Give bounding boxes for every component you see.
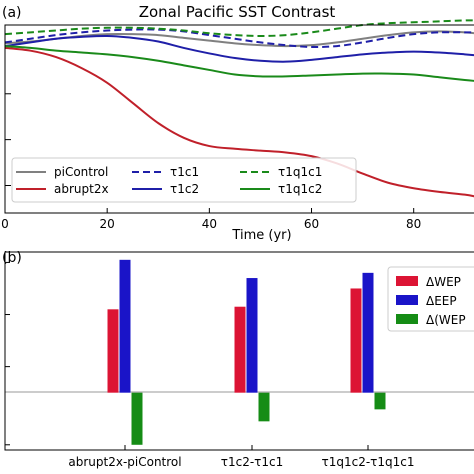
- legend-label-wep: Δ(WEP: [426, 313, 466, 327]
- panel-a-title: Zonal Pacific SST Contrast: [139, 3, 336, 21]
- panel-b-y-ticks: [5, 261, 10, 446]
- panel-b-bars: [107, 259, 386, 445]
- series-line-1q1c1: [4, 19, 474, 38]
- legend-label-1c2: τ1c2: [170, 182, 199, 196]
- panel-a-legend: piControl abrupt2x τ1c1 τ1c2 τ1q1c1 τ1q1c2: [11, 157, 357, 203]
- bar-wep-1q1c2-1q1c1: [374, 392, 386, 410]
- panel-b-x-ticks: abrupt2x-piControl τ1c2-τ1c1 τ1q1c2-τ1q1c1: [68, 445, 415, 469]
- x-tick-label: 80: [406, 217, 421, 231]
- panel-a-x-ticks: 0 20 40 60 80: [1, 208, 421, 231]
- x-tick-label: 60: [304, 217, 319, 231]
- x-tick-label: 0: [1, 217, 9, 231]
- legend-swatch-wep: [396, 276, 418, 286]
- panel-a-frame: [4, 24, 474, 214]
- x-tick-label: 20: [100, 217, 115, 231]
- bar-wep-1q1c2-1q1c1: [350, 288, 362, 393]
- legend-swatch-wep: [396, 314, 418, 324]
- legend-label-abrupt2x: abrupt2x: [54, 182, 109, 196]
- bar-wep-abrupt2x-picontrol: [107, 309, 119, 393]
- bar-eep-abrupt2x-picontrol: [119, 259, 131, 393]
- panel-a-series: [4, 19, 474, 198]
- bar-eep-1c2-1c1: [246, 278, 258, 393]
- bar-wep-1c2-1c1: [234, 306, 246, 393]
- legend-label-eep: ΔEEP: [426, 294, 457, 308]
- panel-a-gridlines: [5, 47, 11, 186]
- bar-wep-abrupt2x-picontrol: [131, 392, 143, 445]
- panel-a-label: (a): [2, 5, 22, 21]
- panel-b: (b) abrupt2x-piControl τ1c2-τ1c1 τ1q1c2-τ1…: [2, 250, 474, 469]
- legend-label-1q1c1: τ1q1c1: [278, 165, 322, 179]
- panel-a-x-axis-label: Time (yr): [231, 228, 291, 243]
- legend-label-1q1c2: τ1q1c2: [278, 182, 322, 196]
- series-line-abrupt2x: [4, 46, 474, 198]
- bar-eep-1q1c2-1q1c1: [362, 272, 374, 393]
- legend-box: [11, 157, 357, 203]
- panel-b-legend: ΔWEP ΔEEP Δ(WEP: [387, 266, 474, 332]
- series-line-1q1c2: [4, 45, 474, 82]
- legend-swatch-eep: [396, 295, 418, 305]
- x-tick-label: abrupt2x-piControl: [68, 455, 181, 469]
- legend-label-picontrol: piControl: [54, 165, 108, 179]
- series-line-1c2: [4, 34, 474, 63]
- bar-wep-1c2-1c1: [258, 392, 270, 422]
- x-tick-label: τ1c2-τ1c1: [221, 455, 284, 469]
- x-tick-label: 40: [202, 217, 217, 231]
- panel-b-frame: [4, 251, 474, 451]
- series-line-1c1: [4, 28, 474, 49]
- x-tick-label: τ1q1c2-τ1q1c1: [321, 455, 414, 469]
- panel-a: (a) Zonal Pacific SST Contrast 0 20 40 60 80…: [1, 3, 474, 243]
- legend-label-1c1: τ1c1: [170, 165, 199, 179]
- legend-label-wep: ΔWEP: [426, 275, 461, 289]
